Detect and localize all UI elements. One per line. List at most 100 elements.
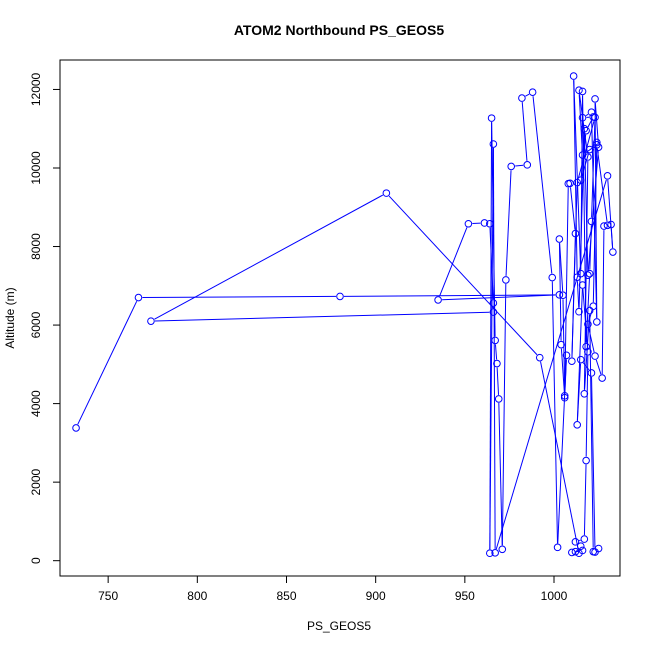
data-point: [609, 248, 617, 256]
data-point: [598, 374, 606, 382]
data-point: [489, 140, 498, 148]
series-segment: [532, 96, 553, 274]
series-segment: [582, 95, 587, 343]
data-point: [580, 389, 589, 398]
data-point: [491, 336, 499, 345]
data-point: [582, 126, 590, 135]
data-point: [600, 222, 608, 230]
series-segment: [498, 402, 503, 546]
series-segment: [601, 230, 605, 375]
y-tick-label: 8000: [29, 233, 43, 260]
x-axis: 750 800 850 900 950 1000: [98, 575, 568, 603]
y-tick-label: 12000: [29, 72, 43, 106]
data-point: [582, 342, 590, 351]
x-tick-label: 900: [366, 589, 386, 603]
data-point: [578, 113, 587, 122]
series-segment: [515, 164, 524, 167]
series-segment: [576, 363, 582, 421]
data-point: [584, 271, 592, 279]
data-point: [589, 302, 598, 311]
data-point: [336, 292, 344, 301]
series-segment: [492, 148, 496, 549]
data-point: [571, 547, 580, 556]
series-segment: [388, 195, 538, 356]
data-point: [589, 547, 598, 556]
series-segment: [610, 228, 614, 249]
data-point: [580, 124, 589, 133]
data-point: [528, 88, 537, 97]
y-tick-label: 0: [29, 557, 43, 564]
series-segment: [439, 227, 468, 297]
data-point: [489, 308, 498, 316]
data-point: [487, 114, 496, 122]
data-point: [607, 220, 615, 229]
series-segment: [560, 348, 565, 394]
data-point: [580, 535, 589, 543]
x-tick-label: 850: [276, 589, 296, 603]
series-segment: [559, 243, 564, 292]
series-segment: [142, 295, 337, 299]
data-point: [573, 421, 581, 429]
series-segment: [564, 187, 569, 392]
data-point: [575, 86, 583, 95]
data-point: [594, 143, 603, 151]
data-point: [72, 424, 80, 432]
data-point: [587, 369, 596, 377]
data-point: [593, 138, 601, 147]
data-point: [585, 145, 594, 154]
data-point: [575, 307, 583, 316]
series-segment: [588, 328, 595, 353]
series-segment: [588, 309, 593, 321]
data-point: [603, 221, 612, 230]
series-segment: [494, 344, 498, 360]
series-segment: [580, 95, 584, 270]
data-point: [573, 178, 581, 187]
series-segment: [594, 102, 599, 144]
series-segment: [585, 277, 590, 343]
data-point: [584, 153, 592, 161]
data-point: [593, 141, 601, 149]
data-point: [464, 219, 473, 228]
series-segment: [557, 359, 567, 544]
series-segment: [571, 237, 576, 358]
data-point: [587, 217, 596, 226]
x-tick-label: 1000: [541, 589, 568, 603]
series-segment: [562, 299, 566, 392]
data-point: [591, 113, 599, 122]
data-point: [493, 359, 501, 368]
data-point: [147, 317, 155, 325]
series-segment: [585, 113, 589, 117]
series-segment: [489, 227, 494, 300]
series-segment: [591, 116, 598, 318]
data-point: [576, 269, 585, 278]
series-segment: [573, 80, 578, 274]
data-point: [576, 542, 585, 550]
plot-frame: [59, 59, 621, 577]
data-point: [560, 391, 569, 400]
series-segment: [589, 314, 594, 548]
data-point: [486, 219, 494, 228]
chart-title: ATOM2 Northbound PS_GEOS5: [234, 22, 444, 38]
series-segment: [583, 464, 587, 536]
data-point: [587, 108, 596, 117]
data-point: [578, 87, 587, 96]
y-tick-label: 4000: [29, 390, 43, 417]
data-point: [134, 293, 143, 302]
series-layer: [72, 72, 617, 558]
data-point: [562, 351, 571, 360]
data-point: [486, 549, 494, 558]
series-segment: [525, 93, 530, 97]
data-point: [559, 291, 567, 300]
series-segment: [576, 281, 580, 308]
series-segment: [591, 121, 596, 218]
series-segment: [595, 359, 602, 375]
data-point: [578, 546, 587, 555]
data-point: [593, 318, 601, 326]
series-segment: [589, 225, 592, 270]
y-tick-label: 10000: [29, 151, 43, 185]
series-segment: [442, 294, 556, 301]
series-segment: [154, 311, 490, 322]
series-segment: [501, 283, 507, 546]
data-point: [571, 538, 580, 546]
data-point: [560, 393, 569, 402]
